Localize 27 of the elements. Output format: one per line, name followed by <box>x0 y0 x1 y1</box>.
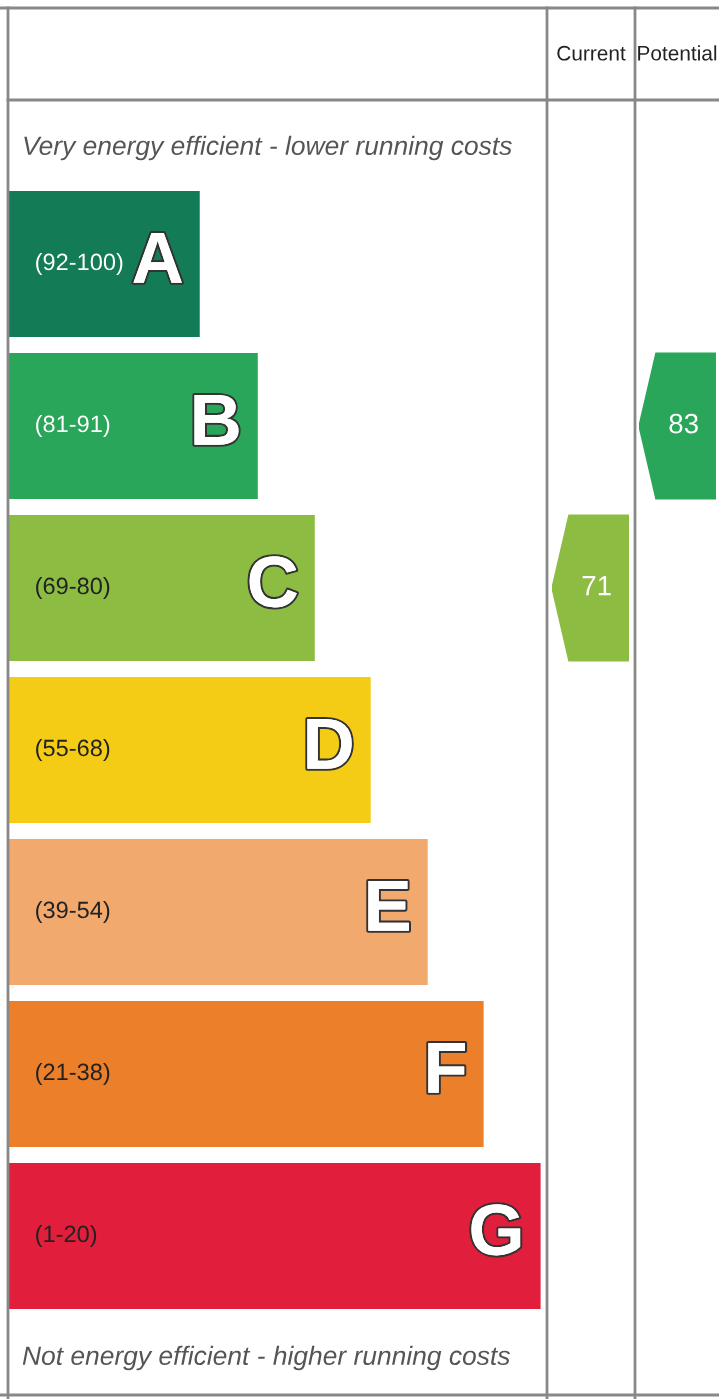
y-tick-label: C <box>249 556 297 608</box>
text: Potential <box>638 45 717 61</box>
text: Not energy efficient - higher running costs <box>22 1345 510 1371</box>
bar <box>8 353 258 499</box>
annotation: (92-100) <box>36 252 123 275</box>
annotation: (55-68) <box>36 738 110 761</box>
y-tick-label: F <box>428 1042 465 1093</box>
text: Very energy efficient - lower running costs <box>24 135 512 161</box>
annotation: (81-91) <box>36 414 110 437</box>
annotation: (39-54) <box>36 900 110 923</box>
annotation: (1-20) <box>36 1224 97 1247</box>
y-tick-label: B <box>194 394 239 445</box>
bar <box>8 515 315 661</box>
y-tick-label: D <box>307 718 352 769</box>
annotation: (21-38) <box>36 1062 110 1085</box>
bar <box>8 1163 541 1309</box>
y-tick-label: E <box>368 880 409 931</box>
bar <box>8 191 200 337</box>
annotation: (69-80) <box>36 576 110 599</box>
bar <box>8 839 428 985</box>
bar <box>8 677 371 823</box>
y-tick-label: G <box>471 1204 521 1256</box>
bar <box>8 1001 484 1147</box>
text: 83 <box>669 413 698 434</box>
y-tick-label: A <box>133 232 182 283</box>
text: 71 <box>582 576 611 596</box>
text: Current <box>557 45 626 61</box>
